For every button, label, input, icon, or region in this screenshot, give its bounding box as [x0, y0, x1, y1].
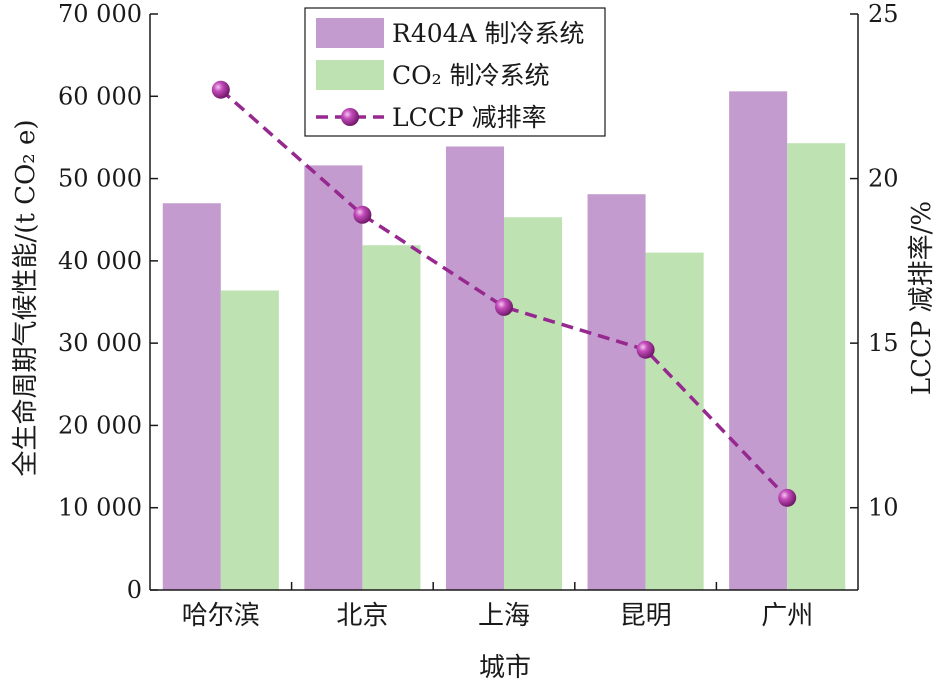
y2-tick-label-3: 25 [868, 0, 899, 28]
y-tick-label-7: 70 000 [58, 0, 142, 28]
y-tick-label-4: 40 000 [58, 247, 142, 275]
x-tick-label-1: 北京 [336, 601, 388, 631]
x-tick-label-2: 上海 [478, 601, 530, 631]
y-tick-label-5: 50 000 [58, 165, 142, 193]
bar-co2-3 [645, 252, 704, 590]
bar-co2-0 [220, 290, 279, 590]
legend-label-lccp: LCCP 减排率 [392, 103, 547, 132]
y-tick-label-3: 30 000 [58, 329, 142, 357]
bar-r404a-1 [304, 165, 363, 591]
bar-r404a-2 [445, 146, 504, 591]
legend-swatch-r404a [316, 18, 384, 48]
lccp-point-1 [353, 205, 372, 224]
y-tick-label-1: 10 000 [58, 494, 142, 522]
bar-r404a-4 [729, 91, 788, 590]
y-tick-label-6: 60 000 [58, 82, 142, 110]
bar-r404a-3 [587, 194, 646, 590]
bar-co2-2 [504, 217, 563, 590]
lccp-point-0 [211, 80, 230, 99]
x-tick-label-3: 昆明 [620, 601, 672, 631]
lccp-point-2 [495, 297, 513, 316]
axes-layer: 0 10 000 20 000 30 000 40 000 50 000 60 000 70 … [58, 0, 899, 631]
y-axis-title: 全生命周期气候性能/(t CO₂ e) [11, 119, 41, 476]
bar-r404a-0 [162, 203, 221, 590]
bar-co2-1 [362, 245, 421, 591]
legend-label-r404a: R404A 制冷系统 [392, 19, 585, 48]
lccp-point-4 [778, 488, 797, 507]
legend-swatch-co2 [316, 60, 384, 90]
x-axis-title: 城市 [479, 653, 531, 683]
y-tick-label-0: 0 [127, 576, 142, 604]
y2-tick-label-2: 20 [868, 165, 899, 193]
legend: R404A 制冷系统 CO₂ 制冷系统 LCCP 减排率 [304, 7, 606, 137]
y2-tick-label-1: 15 [868, 329, 899, 357]
y-tick-label-2: 20 000 [58, 411, 142, 439]
x-tick-label-4: 广州 [761, 601, 813, 631]
lccp-point-3 [636, 340, 655, 359]
y2-tick-label-0: 10 [868, 494, 899, 522]
legend-label-co2: CO₂ 制冷系统 [392, 61, 550, 90]
legend-marker-lccp [341, 108, 359, 126]
plot-layer [162, 80, 846, 591]
bar-co2-4 [787, 143, 846, 590]
y2-axis-title: LCCP 减排率/% [907, 201, 937, 395]
lccp-line [219, 88, 789, 500]
x-tick-label-0: 哈尔滨 [182, 601, 260, 631]
